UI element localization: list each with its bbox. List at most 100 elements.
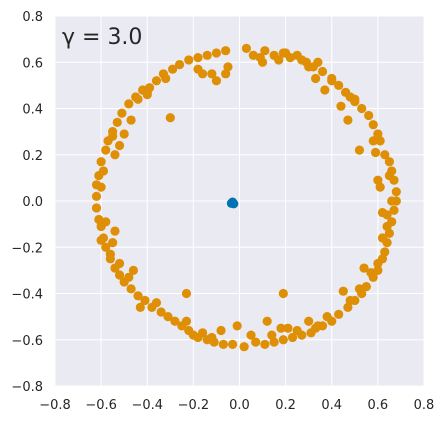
orange-point — [198, 69, 208, 79]
orange-point — [126, 284, 136, 294]
orange-point — [389, 205, 399, 215]
gamma-annotation: γ = 3.0 — [62, 25, 142, 50]
orange-point — [140, 295, 150, 306]
orange-point — [96, 157, 106, 167]
orange-point — [380, 150, 390, 160]
scatter-points — [91, 43, 401, 352]
orange-point — [101, 145, 111, 155]
orange-point — [343, 115, 353, 125]
orange-point — [361, 281, 371, 292]
orange-point — [384, 157, 395, 167]
orange-point — [184, 55, 194, 65]
orange-point — [354, 145, 365, 155]
orange-point — [133, 291, 143, 301]
y-tick-label: −0.2 — [11, 241, 43, 256]
orange-point — [101, 242, 111, 252]
orange-point — [133, 94, 143, 104]
orange-point — [246, 330, 256, 340]
orange-point — [370, 147, 381, 158]
orange-point — [281, 48, 291, 58]
orange-point — [251, 337, 261, 347]
orange-point — [218, 339, 228, 349]
orange-point — [359, 263, 369, 273]
orange-point — [283, 323, 293, 333]
orange-point — [117, 108, 127, 118]
orange-point — [354, 284, 365, 294]
orange-point — [391, 187, 401, 197]
orange-point — [317, 66, 328, 77]
x-tick-label: −0.4 — [131, 398, 163, 413]
orange-point — [174, 59, 185, 70]
y-tick-label: 0.8 — [22, 10, 43, 25]
orange-point — [163, 312, 173, 322]
y-tick-label: 0.6 — [22, 56, 43, 71]
orange-point — [98, 166, 109, 176]
orange-point — [165, 113, 175, 123]
orange-point — [311, 73, 321, 84]
orange-point — [320, 85, 330, 95]
orange-point — [124, 272, 134, 282]
orange-point — [287, 332, 298, 343]
orange-point — [276, 323, 286, 333]
orange-point — [232, 321, 242, 331]
x-tick-label: −0.6 — [85, 398, 117, 413]
orange-point — [260, 339, 270, 349]
orange-point — [368, 120, 378, 130]
orange-point — [96, 182, 106, 192]
orange-point — [207, 69, 217, 79]
y-tick-label: 0.2 — [22, 149, 43, 164]
orange-point — [278, 288, 288, 299]
x-tick-label: −0.8 — [39, 398, 71, 413]
orange-point — [135, 302, 145, 312]
orange-point — [105, 249, 115, 259]
orange-point — [168, 64, 178, 74]
orange-point — [108, 238, 118, 248]
orange-point — [241, 43, 252, 53]
orange-point — [306, 328, 316, 338]
x-tick-label: 0.0 — [229, 398, 250, 413]
orange-point — [114, 258, 125, 269]
orange-point — [216, 325, 226, 336]
y-tick-label: −0.4 — [11, 288, 43, 303]
orange-point — [221, 46, 231, 56]
y-tick-label: −0.6 — [11, 334, 43, 349]
x-tick-label: 0.8 — [414, 398, 435, 413]
orange-point — [366, 268, 376, 278]
orange-point — [181, 316, 192, 326]
x-tick-label: −0.2 — [178, 398, 210, 413]
orange-point — [373, 265, 383, 275]
blue-point — [229, 199, 239, 209]
orange-point — [350, 94, 360, 104]
orange-point — [112, 117, 122, 127]
orange-point — [96, 235, 106, 245]
orange-point — [211, 48, 222, 58]
orange-point — [343, 302, 353, 312]
orange-point — [91, 191, 102, 201]
orange-point — [357, 103, 367, 114]
orange-point — [255, 53, 265, 63]
orange-point — [211, 76, 222, 86]
x-tick-label: 0.2 — [275, 398, 296, 413]
orange-point — [387, 196, 397, 206]
orange-point — [269, 337, 279, 347]
orange-point — [151, 76, 162, 86]
orange-point — [327, 76, 337, 86]
orange-point — [170, 316, 180, 326]
orange-point — [292, 325, 302, 336]
orange-point — [334, 309, 344, 319]
x-tick-labels: −0.8 −0.6 −0.4 −0.2 0.0 0.2 0.4 0.6 0.8 — [39, 398, 434, 413]
orange-point — [384, 170, 395, 181]
orange-point — [151, 298, 162, 308]
x-tick-label: 0.4 — [321, 398, 342, 413]
orange-point — [384, 228, 395, 238]
orange-point — [198, 328, 208, 338]
orange-point — [373, 129, 383, 139]
orange-point — [304, 316, 314, 326]
orange-point — [267, 330, 277, 340]
orange-point — [110, 150, 120, 160]
orange-point — [336, 101, 346, 111]
orange-point — [193, 53, 203, 63]
orange-point — [108, 131, 118, 141]
orange-point — [126, 115, 136, 125]
